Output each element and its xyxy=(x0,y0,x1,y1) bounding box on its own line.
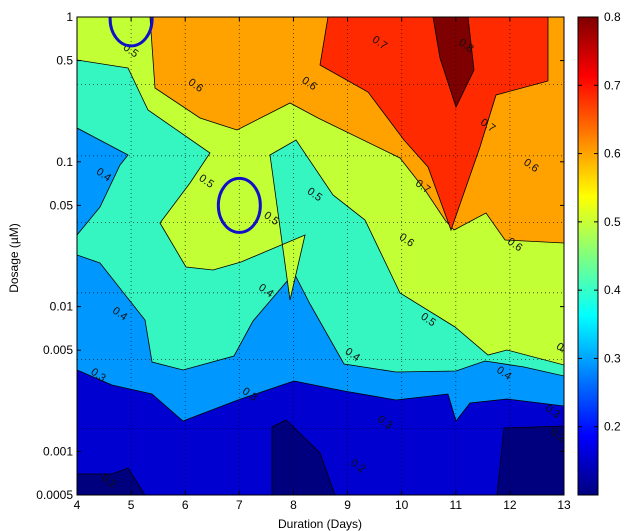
y-tick-label: 1 xyxy=(66,10,73,24)
y-ticks: 1 0.5 0.1 0.05 0.01 0.005 0.001 0.0005 xyxy=(36,10,564,502)
plot-area: 0.50.6 0.60.7 0.80.70.70.60.60.4 0.50.50.50… xyxy=(36,10,573,512)
contour-label: 0.5 xyxy=(554,340,573,359)
colorbar-ticks: 0.8 0.7 0.6 0.5 0.4 0.3 0.2 xyxy=(578,10,621,434)
y-tick-label: 0.1 xyxy=(56,155,73,169)
x-tick-label: 6 xyxy=(182,498,189,512)
colorbar-tick-label: 0.2 xyxy=(604,420,621,434)
colorbar-tick-label: 0.5 xyxy=(604,215,621,229)
y-tick-label: 0.05 xyxy=(50,198,74,212)
x-tick-label: 11 xyxy=(450,498,463,512)
plot-frame xyxy=(76,16,565,496)
x-tick-label: 7 xyxy=(236,498,243,512)
colorbar: 0.8 0.7 0.6 0.5 0.4 0.3 0.2 xyxy=(577,10,621,496)
x-tick-label: 13 xyxy=(557,498,571,512)
colorbar-tick-label: 0.6 xyxy=(604,147,621,161)
y-tick-label: 0.01 xyxy=(50,300,74,314)
y-tick-label: 0.005 xyxy=(43,343,73,357)
x-axis-label: Duration (Days) xyxy=(278,517,362,531)
colorbar-tick-label: 0.7 xyxy=(604,78,621,92)
x-tick-label: 10 xyxy=(395,498,409,512)
y-tick-label: 0.0005 xyxy=(36,488,73,502)
highlight-ellipse xyxy=(216,176,262,234)
colorbar-gradient xyxy=(577,16,599,496)
colorbar-tick-label: 0.3 xyxy=(604,351,621,365)
y-tick-label: 0.001 xyxy=(43,444,73,458)
colorbar-tick-label: 0.4 xyxy=(604,283,621,297)
x-tick-label: 8 xyxy=(290,498,297,512)
x-tick-label: 9 xyxy=(344,498,351,512)
band-0.7-0.8 xyxy=(319,17,549,232)
x-tick-label: 5 xyxy=(128,498,135,512)
band-0.8-plus xyxy=(432,17,475,109)
highlight-ellipse xyxy=(108,17,154,48)
highlight-ellipses xyxy=(108,17,262,234)
x-tick-label: 4 xyxy=(74,498,81,512)
y-axis-label: Dosage (µM) xyxy=(7,223,21,293)
y-tick-label: 0.5 xyxy=(56,54,73,68)
x-ticks: 4 5 6 7 8 9 10 11 12 13 xyxy=(74,17,571,512)
x-tick-label: 12 xyxy=(503,498,517,512)
colorbar-tick-label: 0.8 xyxy=(604,10,621,24)
